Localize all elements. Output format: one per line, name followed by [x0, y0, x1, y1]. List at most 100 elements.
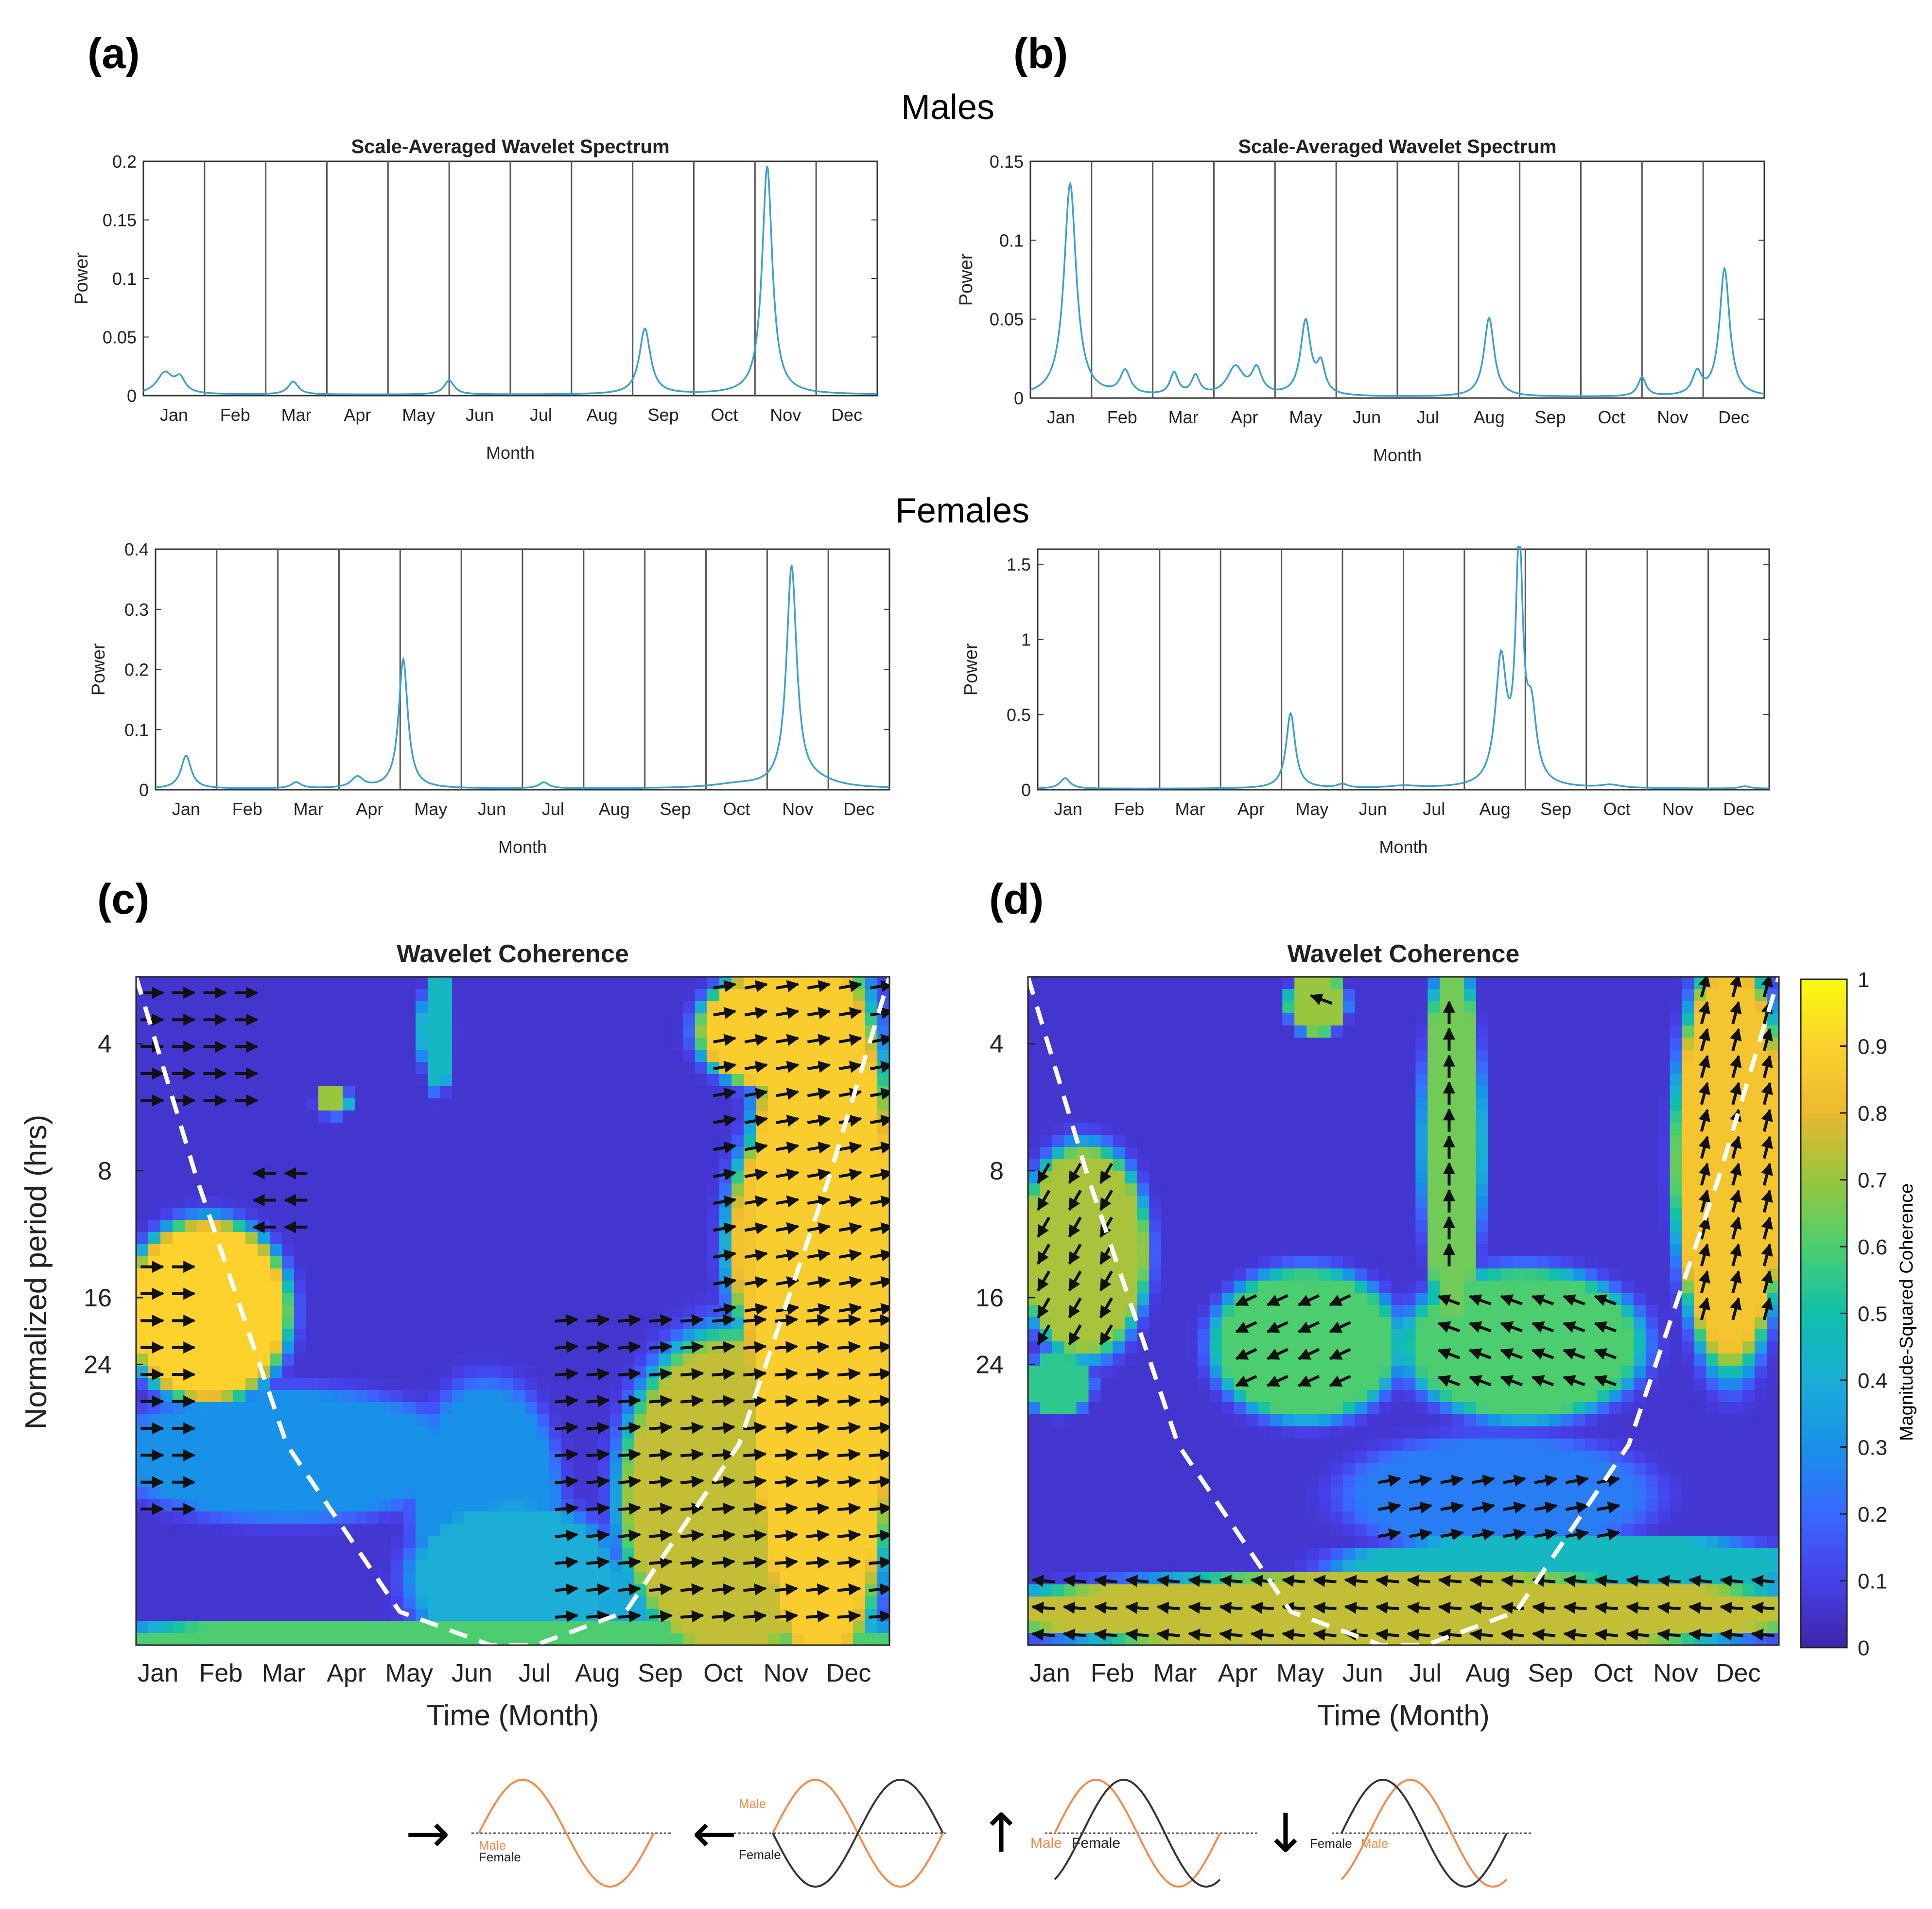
- heatmap-cell: [476, 1281, 489, 1293]
- heatmap-cell: [403, 1378, 416, 1390]
- heatmap-cell: [331, 1378, 343, 1390]
- heatmap-cell: [1113, 989, 1126, 1002]
- heatmap-cell: [1742, 1111, 1756, 1123]
- heatmap-cell: [731, 1487, 744, 1500]
- heatmap-cell: [464, 1196, 477, 1208]
- heatmap-cell: [829, 1548, 841, 1561]
- heatmap-cell: [1161, 1025, 1174, 1038]
- x-tick-label-mar: Mar: [294, 799, 324, 819]
- heatmap-cell: [185, 1572, 197, 1585]
- heatmap-cell: [1379, 1001, 1392, 1014]
- heatmap-cell: [1621, 1123, 1634, 1135]
- heatmap-cell: [561, 1183, 574, 1196]
- heatmap-cell: [622, 977, 635, 989]
- heatmap-cell: [804, 1123, 817, 1135]
- heatmap-cell: [476, 1426, 489, 1439]
- phase-arrow: [586, 1502, 610, 1515]
- heatmap-cell: [1185, 989, 1198, 1002]
- heatmap-cell: [428, 1378, 440, 1390]
- heatmap-cell: [634, 1171, 647, 1184]
- heatmap-cell: [209, 1426, 222, 1439]
- heatmap-cell: [452, 1256, 465, 1269]
- heatmap-cell: [185, 1208, 197, 1220]
- heatmap-cell: [610, 1232, 623, 1245]
- heatmap-cell: [707, 1025, 720, 1038]
- heatmap-cell: [683, 1050, 696, 1062]
- heatmap-cell: [683, 1256, 696, 1269]
- heatmap-cell: [513, 1135, 525, 1147]
- heatmap-cell: [622, 1074, 635, 1087]
- heatmap-cell: [707, 1244, 720, 1257]
- heatmap-cell: [501, 1305, 513, 1318]
- heatmap-cell: [756, 1499, 768, 1512]
- heatmap-cell: [1270, 1111, 1283, 1123]
- heatmap-cell: [1331, 1135, 1343, 1147]
- heatmap-cell: [173, 1560, 185, 1573]
- heatmap-cell: [464, 1281, 477, 1293]
- heatmap-cell: [367, 1196, 380, 1208]
- heatmap-cell: [197, 1487, 209, 1500]
- heatmap-cell: [1221, 1111, 1235, 1123]
- heatmap-cell: [1125, 1001, 1138, 1014]
- heatmap-cell: [731, 1402, 744, 1415]
- heatmap-cell: [160, 1208, 173, 1220]
- heatmap-cell: [331, 1426, 343, 1439]
- heatmap-cell: [343, 1414, 355, 1427]
- heatmap-cell: [549, 1402, 562, 1415]
- heatmap-cell: [391, 1196, 404, 1208]
- heatmap-cell: [574, 1354, 586, 1366]
- heatmap-cell: [731, 1159, 744, 1172]
- heatmap-cell: [1427, 1086, 1441, 1099]
- heatmap-cell: [574, 1074, 586, 1087]
- heatmap-cell: [1379, 1111, 1392, 1123]
- y-tick-label: 0.5: [1007, 705, 1031, 725]
- heatmap-cell: [671, 1621, 683, 1633]
- heatmap-cell: [792, 1633, 805, 1645]
- heatmap-cell: [586, 1062, 598, 1075]
- heatmap-cell: [1573, 1025, 1586, 1038]
- heatmap-cell: [282, 1475, 295, 1488]
- heatmap-cell: [695, 1232, 708, 1245]
- heatmap-cell: [1718, 1038, 1731, 1050]
- heatmap-cell: [1585, 1111, 1598, 1123]
- heatmap-cell: [756, 1463, 768, 1475]
- heatmap-cell: [452, 989, 465, 1002]
- heatmap-cell: [561, 1366, 574, 1378]
- heatmap-cell: [452, 1050, 465, 1062]
- heatmap-cell: [829, 1621, 841, 1633]
- heatmap-cell: [452, 1013, 465, 1026]
- heatmap-cell: [561, 1354, 574, 1366]
- heatmap-cell: [1524, 1147, 1537, 1160]
- heatmap-cell: [245, 1463, 258, 1475]
- heatmap-cell: [683, 1451, 696, 1463]
- heatmap-cell: [306, 1038, 319, 1050]
- heatmap-cell: [634, 1196, 647, 1208]
- heatmap-cell: [1536, 1025, 1549, 1038]
- heatmap-cell: [355, 1196, 367, 1208]
- heatmap-cell: [1706, 977, 1719, 989]
- heatmap-cell: [1173, 1135, 1186, 1147]
- heatmap-cell: [1052, 1098, 1065, 1111]
- heatmap-cell: [561, 1463, 574, 1475]
- heatmap-cell: [1113, 1025, 1126, 1038]
- phase-arrow: [586, 1475, 610, 1488]
- heatmap-cell: [270, 1317, 282, 1330]
- heatmap-cell: [683, 1074, 696, 1087]
- heatmap-cell: [379, 1414, 392, 1427]
- heatmap-cell: [173, 1487, 185, 1500]
- heatmap-cell: [537, 1597, 550, 1609]
- heatmap-cell: [136, 1268, 149, 1281]
- heatmap-cell: [318, 1183, 331, 1196]
- heatmap-cell: [865, 1208, 878, 1220]
- heatmap-cell: [245, 1536, 258, 1548]
- heatmap-cell: [258, 1208, 270, 1220]
- heatmap-cell: [1185, 1159, 1198, 1172]
- heatmap-cell: [488, 1511, 501, 1524]
- heatmap-cell: [756, 1511, 768, 1524]
- heatmap-cell: [1258, 1135, 1271, 1147]
- heatmap-cell: [488, 1366, 501, 1378]
- heatmap-cell: [780, 1439, 793, 1451]
- heatmap-cell: [841, 1414, 853, 1427]
- heatmap-cell: [1282, 1038, 1295, 1050]
- x-tick-label-oct: Oct: [1598, 407, 1625, 427]
